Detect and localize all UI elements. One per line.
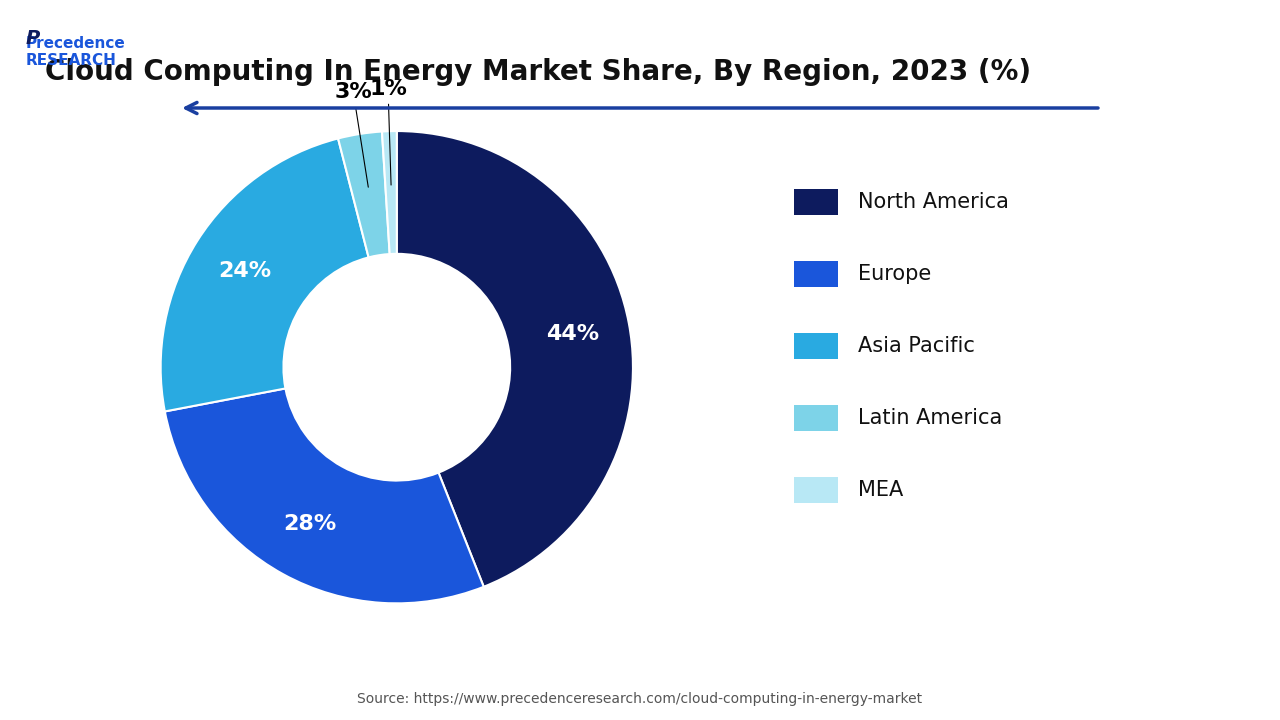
Text: Europe: Europe bbox=[858, 264, 931, 284]
Text: Precedence
RESEARCH: Precedence RESEARCH bbox=[26, 36, 125, 68]
Wedge shape bbox=[338, 132, 389, 258]
Wedge shape bbox=[165, 389, 484, 603]
Text: North America: North America bbox=[858, 192, 1009, 212]
Wedge shape bbox=[381, 131, 397, 254]
Text: P: P bbox=[26, 29, 40, 48]
Text: MEA: MEA bbox=[858, 480, 902, 500]
Wedge shape bbox=[397, 131, 632, 587]
Text: 44%: 44% bbox=[547, 323, 599, 343]
Text: Latin America: Latin America bbox=[858, 408, 1002, 428]
Wedge shape bbox=[161, 138, 369, 411]
Text: 3%: 3% bbox=[334, 82, 372, 187]
Text: 1%: 1% bbox=[369, 78, 407, 185]
Text: 28%: 28% bbox=[284, 515, 337, 534]
Text: Cloud Computing In Energy Market Share, By Region, 2023 (%): Cloud Computing In Energy Market Share, … bbox=[45, 58, 1030, 86]
Text: 24%: 24% bbox=[219, 261, 271, 281]
Text: Source: https://www.precedenceresearch.com/cloud-computing-in-energy-market: Source: https://www.precedenceresearch.c… bbox=[357, 692, 923, 706]
Text: Asia Pacific: Asia Pacific bbox=[858, 336, 974, 356]
